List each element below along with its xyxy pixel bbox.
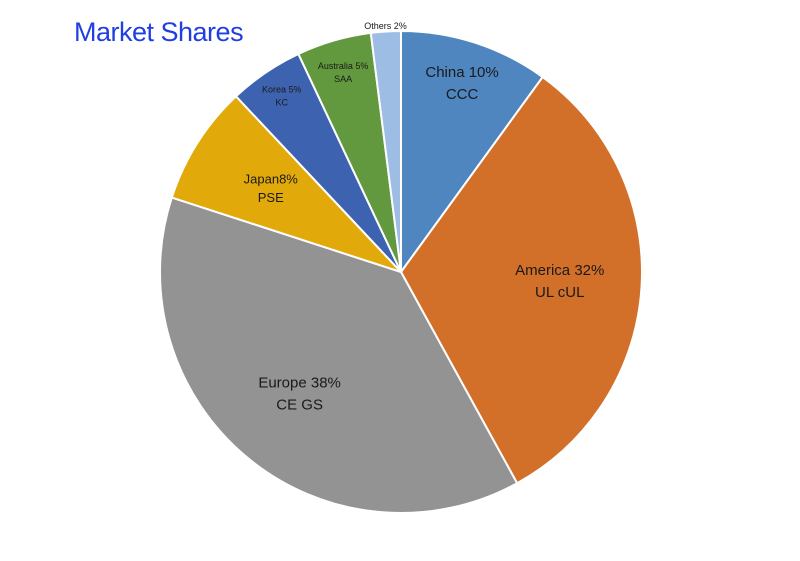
data-label: Europe 38% [258,375,341,392]
pie-slice [159,196,519,514]
certification-label: KC [276,97,289,107]
data-label: America 32% [515,262,604,279]
pie-slice [399,75,643,485]
data-label: China 10% [425,64,498,81]
data-label: Australia 5% [318,61,369,71]
chart-title: Market Shares [74,17,243,47]
pie-slice [369,29,402,273]
data-label: Korea 5% [262,84,302,94]
data-label: Japan8% [244,171,299,186]
certification-label: PSE [258,190,284,205]
certification-label: CE GS [276,396,323,413]
pie-slice [170,94,402,273]
pie-slice [400,29,545,276]
data-label: Others 2% [364,21,407,31]
certification-label: CCC [446,86,479,103]
certification-label: UL cUL [535,284,584,301]
certification-label: SAA [334,74,352,84]
